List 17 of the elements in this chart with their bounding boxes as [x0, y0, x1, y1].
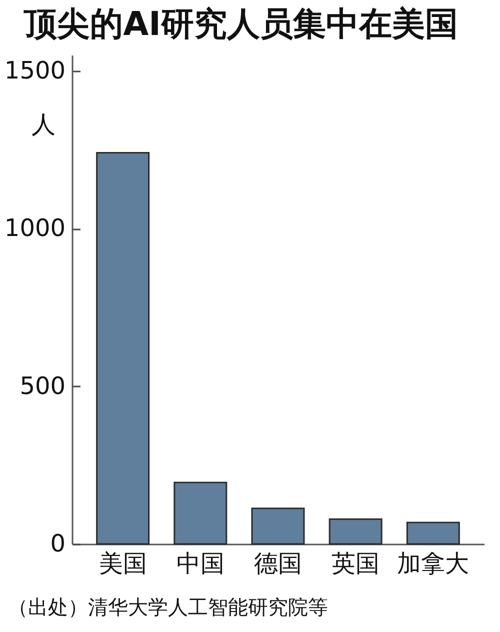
- chart-title: 顶尖的AI研究人员集中在美国: [23, 4, 458, 43]
- bar: [96, 152, 150, 545]
- y-tick-label: 500: [20, 372, 66, 400]
- x-tick-label: 德国: [254, 550, 302, 578]
- text: （出处）清华大学人工智能研究院等: [8, 594, 328, 621]
- x-tick-label: 美国: [98, 550, 147, 578]
- bar: [174, 482, 228, 545]
- y-tick-label: 1500: [4, 56, 66, 84]
- bar: [406, 522, 460, 545]
- y-axis-title: 人: [32, 110, 56, 138]
- bar: [251, 508, 305, 545]
- bar: [328, 518, 382, 545]
- x-tick-label: 英国: [332, 550, 380, 578]
- x-tick-label: 加拿大: [397, 550, 470, 578]
- y-tick-label: 1000: [4, 214, 66, 242]
- x-tick-label: 中国: [176, 550, 224, 578]
- y-tick-label: 0: [50, 530, 66, 558]
